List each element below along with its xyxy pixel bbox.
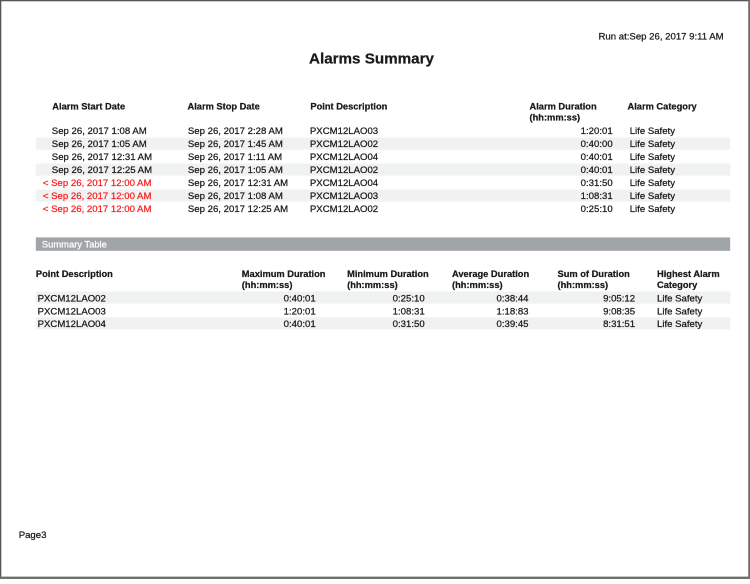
svg-text:Page3: Page3: [19, 530, 47, 541]
svg-text:PXCM12LAO04: PXCM12LAO04: [310, 152, 379, 163]
svg-text:PXCM12LAO02: PXCM12LAO02: [310, 204, 378, 215]
svg-text:< Sep 26, 2017 12:00 AM: < Sep 26, 2017 12:00 AM: [43, 204, 152, 215]
svg-text:Sum of Duration: Sum of Duration: [558, 269, 631, 279]
svg-text:Life Safety: Life Safety: [630, 152, 676, 163]
svg-text:8:31:51: 8:31:51: [603, 319, 635, 330]
svg-text:Alarm Start Date: Alarm Start Date: [52, 102, 125, 112]
svg-text:Sep 26, 2017 1:05 AM: Sep 26, 2017 1:05 AM: [52, 139, 147, 150]
svg-text:9:05:12: 9:05:12: [603, 293, 635, 304]
svg-text:0:40:01: 0:40:01: [581, 165, 613, 176]
svg-text:0:31:50: 0:31:50: [581, 178, 613, 189]
svg-text:Sep 26, 2017 12:31 AM: Sep 26, 2017 12:31 AM: [188, 178, 288, 189]
svg-text:1:20:01: 1:20:01: [284, 306, 316, 317]
svg-text:Alarms Summary: Alarms Summary: [309, 51, 434, 68]
svg-text:(hh:mm:ss): (hh:mm:ss): [452, 280, 503, 290]
svg-text:1:18:83: 1:18:83: [496, 306, 528, 317]
svg-text:0:38:44: 0:38:44: [496, 293, 529, 304]
svg-text:1:08:31: 1:08:31: [393, 306, 425, 317]
svg-text:PXCM12LAO03: PXCM12LAO03: [310, 191, 378, 202]
svg-text:(hh:mm:ss): (hh:mm:ss): [530, 113, 581, 123]
svg-text:1:08:31: 1:08:31: [581, 191, 613, 202]
svg-text:Life Safety: Life Safety: [630, 178, 676, 189]
svg-text:Category: Category: [657, 280, 698, 290]
svg-text:(hh:mm:ss): (hh:mm:ss): [558, 280, 609, 290]
svg-text:Run at:Sep 26, 2017 9:11 AM: Run at:Sep 26, 2017 9:11 AM: [599, 32, 724, 43]
svg-text:0:25:10: 0:25:10: [581, 204, 613, 215]
svg-text:Life Safety: Life Safety: [630, 204, 676, 215]
svg-text:0:31:50: 0:31:50: [393, 319, 425, 330]
svg-text:Life Safety: Life Safety: [657, 306, 703, 317]
svg-text:PXCM12LAO02: PXCM12LAO02: [310, 165, 378, 176]
svg-text:PXCM12LAO02: PXCM12LAO02: [38, 293, 106, 304]
svg-text:Life Safety: Life Safety: [657, 319, 703, 330]
svg-text:PXCM12LAO02: PXCM12LAO02: [310, 139, 378, 150]
svg-text:< Sep 26, 2017 12:00 AM: < Sep 26, 2017 12:00 AM: [43, 178, 152, 189]
svg-text:Alarm Stop Date: Alarm Stop Date: [188, 102, 260, 112]
svg-text:0:40:01: 0:40:01: [581, 152, 613, 163]
svg-text:PXCM12LAO04: PXCM12LAO04: [310, 178, 379, 189]
svg-text:Maximum Duration: Maximum Duration: [242, 269, 326, 279]
svg-text:Sep 26, 2017 1:08 AM: Sep 26, 2017 1:08 AM: [52, 126, 147, 137]
svg-text:0:25:10: 0:25:10: [393, 293, 425, 304]
svg-text:Average Duration: Average Duration: [452, 269, 529, 279]
svg-text:Life Safety: Life Safety: [630, 139, 676, 150]
svg-text:Sep 26, 2017 1:08 AM: Sep 26, 2017 1:08 AM: [188, 191, 283, 202]
svg-text:PXCM12LAO04: PXCM12LAO04: [38, 319, 107, 330]
svg-text:0:40:01: 0:40:01: [284, 293, 316, 304]
svg-text:Summary Table: Summary Table: [42, 239, 107, 250]
svg-text:0:39:45: 0:39:45: [496, 319, 528, 330]
svg-text:Life Safety: Life Safety: [657, 293, 703, 304]
svg-text:Life Safety: Life Safety: [630, 126, 676, 137]
svg-text:Sep 26, 2017 2:28 AM: Sep 26, 2017 2:28 AM: [188, 126, 283, 137]
svg-text:< Sep 26, 2017 12:00 AM: < Sep 26, 2017 12:00 AM: [43, 191, 152, 202]
svg-text:Sep 26, 2017 12:25 AM: Sep 26, 2017 12:25 AM: [188, 204, 288, 215]
svg-text:Point Description: Point Description: [36, 269, 113, 279]
svg-text:PXCM12LAO03: PXCM12LAO03: [310, 126, 378, 137]
svg-text:Life Safety: Life Safety: [630, 191, 676, 202]
svg-text:Sep 26, 2017 1:11 AM: Sep 26, 2017 1:11 AM: [188, 152, 282, 163]
svg-text:Sep 26, 2017 1:45 AM: Sep 26, 2017 1:45 AM: [188, 139, 283, 150]
svg-text:Sep 26, 2017 12:31 AM: Sep 26, 2017 12:31 AM: [52, 152, 152, 163]
svg-text:1:20:01: 1:20:01: [581, 126, 613, 137]
svg-text:Life Safety: Life Safety: [630, 165, 676, 176]
svg-text:0:40:01: 0:40:01: [284, 319, 316, 330]
svg-text:Minimum Duration: Minimum Duration: [347, 269, 429, 279]
svg-text:Point Description: Point Description: [310, 102, 387, 112]
svg-text:Highest Alarm: Highest Alarm: [657, 269, 720, 279]
svg-text:Sep 26, 2017 1:05 AM: Sep 26, 2017 1:05 AM: [188, 165, 283, 176]
svg-text:(hh:mm:ss): (hh:mm:ss): [242, 280, 293, 290]
svg-text:0:40:00: 0:40:00: [581, 139, 613, 150]
svg-text:Sep 26, 2017 12:25 AM: Sep 26, 2017 12:25 AM: [52, 165, 152, 176]
svg-text:Alarm Category: Alarm Category: [628, 102, 698, 112]
svg-text:Alarm Duration: Alarm Duration: [530, 102, 597, 112]
svg-text:(hh:mm:ss): (hh:mm:ss): [347, 280, 398, 290]
svg-text:9:08:35: 9:08:35: [603, 306, 635, 317]
svg-text:PXCM12LAO03: PXCM12LAO03: [38, 306, 106, 317]
